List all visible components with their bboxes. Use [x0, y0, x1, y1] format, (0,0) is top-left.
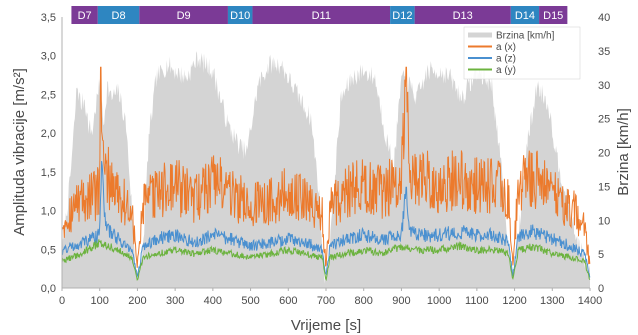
x-tick-label: 700 [317, 295, 335, 307]
segment-label: D8 [112, 10, 126, 22]
segment-d10 [227, 6, 253, 24]
y-tick-label: 0,0 [41, 283, 56, 295]
segment-label: D9 [177, 10, 191, 22]
speed-area-layer [62, 51, 590, 288]
x-tick-label: 1400 [578, 295, 602, 307]
series-line-az [61, 161, 591, 279]
y-tick-label: 3,0 [41, 51, 56, 63]
segment-label: D7 [78, 10, 92, 22]
x-axis-title: Vrijeme [s] [291, 317, 361, 334]
x-tick-label: 1200 [502, 295, 526, 307]
segment-label: D14 [515, 10, 535, 22]
segment-d8 [97, 6, 140, 24]
x-tick-label: 600 [279, 295, 297, 307]
series-layer [61, 66, 591, 282]
y2-axis-title: Brzina [km/h] [615, 108, 632, 196]
segment-d15 [539, 6, 568, 24]
x-tick-label: 800 [355, 295, 373, 307]
segment-band: D7 D8 D9 D10 D11 D12 D13 D14 D15 [71, 6, 568, 24]
y-axis-title: Amplituda vibracije [m/s²] [11, 68, 28, 236]
y2-tick-label: 30 [598, 80, 610, 92]
x-tick-label: 300 [166, 295, 184, 307]
segment-d13 [414, 6, 511, 24]
x-tick-label: 900 [392, 295, 410, 307]
segment-label: D11 [312, 10, 331, 22]
y-tick-label: 2,5 [41, 89, 56, 101]
series-line-ay [61, 239, 591, 282]
x-tick-label: 0 [59, 295, 65, 307]
y2-tick-label: 20 [598, 148, 610, 160]
series-line-ax [61, 66, 591, 268]
y2-tick-label: 5 [598, 249, 604, 261]
y-tick-label: 1,0 [41, 206, 56, 218]
x-tick-label: 1300 [540, 295, 564, 307]
segment-d14 [510, 6, 540, 24]
y2-tick-label: 15 [598, 181, 610, 193]
y2-tick-label: 10 [598, 215, 610, 227]
x-tick-label: 100 [91, 295, 109, 307]
y-tick-label: 1,5 [41, 167, 56, 179]
legend-entry: a (z) [496, 54, 516, 65]
segment-d11 [252, 6, 391, 24]
speed-area [62, 51, 590, 288]
legend-entry: a (y) [496, 65, 516, 76]
y2-tick-label: 35 [598, 46, 610, 58]
segment-d9 [139, 6, 228, 24]
legend: Brzina [km/h]a (x)a (z)a (y) [463, 26, 581, 80]
x-tick-label: 400 [204, 295, 222, 307]
x-tick-label: 1000 [427, 295, 451, 307]
x-tick-label: 500 [241, 295, 259, 307]
y2-tick-label: 40 [598, 12, 610, 24]
segment-d7 [71, 6, 98, 24]
y-tick-label: 3,5 [41, 12, 56, 24]
y-tick-label: 2,0 [41, 128, 56, 140]
segment-label: D12 [392, 10, 412, 22]
segment-d12 [390, 6, 415, 24]
y-tick-label: 0,5 [41, 244, 56, 256]
tick-labels: 0 100 200 300 400 500 600 700 800 900 1000 1100 1200… [41, 12, 611, 307]
segment-label: D10 [230, 10, 250, 22]
y2-tick-label: 0 [598, 283, 604, 295]
legend-entry: a (x) [496, 42, 516, 53]
x-tick-label: 200 [128, 295, 146, 307]
y2-tick-label: 25 [598, 114, 610, 126]
segment-label: D13 [453, 10, 473, 22]
x-tick-label: 1100 [465, 295, 489, 307]
legend-entry: Brzina [km/h] [496, 31, 555, 42]
segment-label: D15 [543, 10, 563, 22]
